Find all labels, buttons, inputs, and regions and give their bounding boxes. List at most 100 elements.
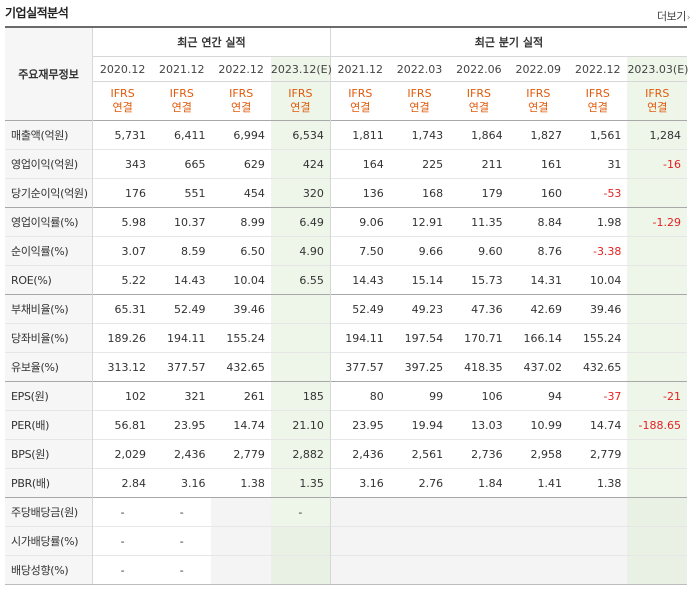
table-cell: 161	[508, 149, 569, 179]
row-label: 순이익률(%)	[5, 236, 94, 266]
table-cell: 6.49	[270, 207, 331, 237]
row-label: PBR(배)	[5, 468, 94, 498]
table-cell: 179	[449, 178, 509, 208]
table-cell: 14.74	[568, 410, 628, 440]
table-cell: 5.22	[92, 265, 153, 295]
basis-scope: 연결	[647, 101, 668, 114]
table-cell: 56.81	[92, 410, 153, 440]
row-label: 유보율(%)	[5, 352, 94, 382]
table-cell	[627, 439, 687, 469]
table-cell: -	[92, 497, 153, 527]
table-cell: 10.04	[568, 265, 628, 295]
row-label: PER(배)	[5, 410, 94, 440]
row-label: EPS(원)	[5, 381, 94, 411]
table-cell: 2,779	[568, 439, 628, 469]
table-cell: 261	[211, 381, 271, 411]
table-cell: -	[270, 497, 331, 527]
basis-standard: IFRS	[407, 87, 432, 100]
table-cell: 10.04	[211, 265, 271, 295]
table-cell	[568, 497, 628, 527]
table-cell: 1.98	[568, 207, 628, 237]
table-cell: 31	[568, 149, 628, 179]
table-cell: -	[152, 497, 212, 527]
table-cell: 1.38	[568, 468, 628, 498]
table-cell: 1,811	[330, 120, 390, 150]
basis-header: IFRS 연결	[389, 81, 450, 121]
table-cell: 1,864	[449, 120, 509, 150]
table-cell: -37	[568, 381, 628, 411]
table-cell	[330, 497, 390, 527]
table-cell: 377.57	[152, 352, 212, 382]
table-cell: 9.66	[389, 236, 450, 266]
table-cell: 65.31	[92, 294, 153, 324]
table-cell: 2,436	[330, 439, 390, 469]
basis-scope: 연결	[409, 101, 430, 114]
annual-group-header: 최근 연간 실적	[92, 26, 331, 57]
table-cell: 8.99	[211, 207, 271, 237]
basis-scope: 연결	[528, 101, 549, 114]
table-cell: 164	[330, 149, 390, 179]
table-cell	[389, 497, 450, 527]
basis-standard: IFRS	[645, 87, 670, 100]
row-label: 매출액(억원)	[5, 120, 94, 150]
table-row: ROE(%) 5.22 14.43 10.04 6.55 14.43 15.14 15.73 1…	[5, 265, 687, 295]
table-cell: 189.26	[92, 323, 153, 353]
row-label: 부채비율(%)	[5, 294, 94, 324]
table-cell: 176	[92, 178, 153, 208]
table-cell: 197.54	[389, 323, 450, 353]
table-cell: 6,994	[211, 120, 271, 150]
table-cell: 136	[330, 178, 390, 208]
table-cell: 94	[508, 381, 569, 411]
period-header: 2020.12	[92, 56, 153, 82]
table-cell	[330, 526, 390, 556]
basis-standard: IFRS	[169, 87, 194, 100]
table-cell: 6.55	[270, 265, 331, 295]
table-cell	[627, 178, 687, 208]
table-cell: 1,743	[389, 120, 450, 150]
table-cell: 155.24	[568, 323, 628, 353]
table-cell: 665	[152, 149, 212, 179]
basis-scope: 연결	[587, 101, 608, 114]
table-cell	[508, 555, 569, 585]
table-cell: 9.60	[449, 236, 509, 266]
table-cell: 377.57	[330, 352, 390, 382]
table-cell	[627, 352, 687, 382]
row-label: 배당성향(%)	[5, 555, 94, 585]
table-cell: 15.73	[449, 265, 509, 295]
table-cell	[211, 526, 271, 556]
table-cell: 1.41	[508, 468, 569, 498]
basis-header: IFRS 연결	[627, 81, 687, 121]
period-header: 2022.06	[449, 56, 509, 82]
basis-header: IFRS 연결	[152, 81, 212, 121]
table-cell: 551	[152, 178, 212, 208]
table-row: 당좌비율(%) 189.26 194.11 155.24 194.11 197.54 170…	[5, 323, 687, 353]
table-row: PBR(배) 2.84 3.16 1.38 1.35 3.16 2.76 1.84 1.41 1.…	[5, 468, 687, 498]
basis-header: IFRS 연결	[270, 81, 331, 121]
table-cell: 629	[211, 149, 271, 179]
table-row: EPS(원) 102 321 261 185 80 99 106 94 -37 -21	[5, 381, 687, 411]
table-cell: 2.84	[92, 468, 153, 498]
table-cell	[389, 526, 450, 556]
row-label: BPS(원)	[5, 439, 94, 469]
table-cell: 5.98	[92, 207, 153, 237]
table-cell: 3.16	[330, 468, 390, 498]
table-cell: 321	[152, 381, 212, 411]
table-cell: 168	[389, 178, 450, 208]
table-cell: 1,561	[568, 120, 628, 150]
basis-header: IFRS 연결	[568, 81, 628, 121]
table-cell: 418.35	[449, 352, 509, 382]
basis-standard: IFRS	[110, 87, 135, 100]
quarter-group-header: 최근 분기 실적	[330, 26, 687, 57]
row-label: 당기순이익(억원)	[5, 178, 94, 208]
financial-summary-table: 주요재무정보 최근 연간 실적 최근 분기 실적 2020.12 2021.12 2…	[5, 26, 688, 585]
row-label: 당좌비율(%)	[5, 323, 94, 353]
table-row: 순이익률(%) 3.07 8.59 6.50 4.90 7.50 9.66 9.60 8.76-…	[5, 236, 687, 266]
table-cell	[627, 555, 687, 585]
table-cell: -	[92, 526, 153, 556]
basis-standard: IFRS	[288, 87, 313, 100]
table-cell: 1.35	[270, 468, 331, 498]
table-cell: 2,436	[152, 439, 212, 469]
table-row: 부채비율(%) 65.31 52.49 39.46 52.49 49.23 47.36 42.…	[5, 294, 687, 324]
more-link[interactable]: 더보기›	[657, 8, 691, 24]
period-header: 2022.12	[211, 56, 271, 82]
